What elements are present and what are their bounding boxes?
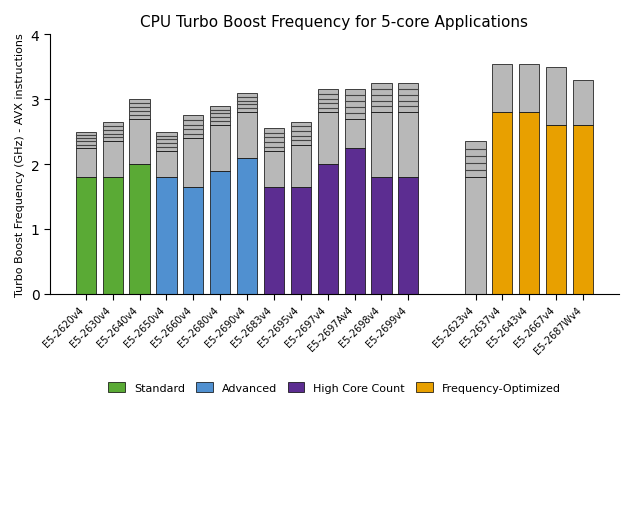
Title: CPU Turbo Boost Frequency for 5-core Applications: CPU Turbo Boost Frequency for 5-core App… — [140, 15, 528, 30]
Bar — [344, 149, 365, 294]
Bar — [519, 113, 540, 294]
Bar — [75, 178, 96, 294]
Bar — [372, 113, 392, 178]
Bar — [546, 68, 566, 126]
Bar — [183, 187, 204, 294]
Bar — [398, 113, 418, 178]
Bar — [210, 106, 230, 126]
Bar — [264, 187, 284, 294]
Bar — [372, 84, 392, 113]
Bar — [546, 126, 566, 294]
Bar — [157, 178, 176, 294]
Bar — [318, 90, 338, 113]
Legend: Standard, Advanced, High Core Count, Frequency-Optimized: Standard, Advanced, High Core Count, Fre… — [104, 378, 565, 398]
Bar — [372, 178, 392, 294]
Bar — [344, 120, 365, 149]
Bar — [493, 65, 512, 113]
Bar — [157, 152, 176, 178]
Bar — [291, 187, 311, 294]
Bar — [344, 90, 365, 120]
Bar — [519, 65, 540, 113]
Bar — [237, 113, 257, 158]
Bar — [75, 132, 96, 149]
Bar — [291, 123, 311, 146]
Bar — [318, 113, 338, 165]
Bar — [573, 126, 593, 294]
Bar — [291, 146, 311, 187]
Y-axis label: Turbo Boost Frequency (GHz) - AVX instructions: Turbo Boost Frequency (GHz) - AVX instru… — [15, 33, 25, 296]
Bar — [129, 100, 150, 120]
Bar — [398, 84, 418, 113]
Bar — [573, 80, 593, 126]
Bar — [129, 120, 150, 165]
Bar — [318, 165, 338, 294]
Bar — [103, 178, 123, 294]
Bar — [157, 132, 176, 152]
Bar — [237, 94, 257, 113]
Bar — [103, 123, 123, 142]
Bar — [210, 126, 230, 171]
Bar — [75, 149, 96, 178]
Bar — [264, 129, 284, 152]
Bar — [103, 142, 123, 178]
Bar — [465, 178, 486, 294]
Bar — [129, 165, 150, 294]
Bar — [493, 113, 512, 294]
Bar — [398, 178, 418, 294]
Bar — [237, 158, 257, 294]
Bar — [183, 116, 204, 139]
Bar — [183, 139, 204, 187]
Bar — [465, 142, 486, 178]
Bar — [210, 171, 230, 294]
Bar — [264, 152, 284, 187]
